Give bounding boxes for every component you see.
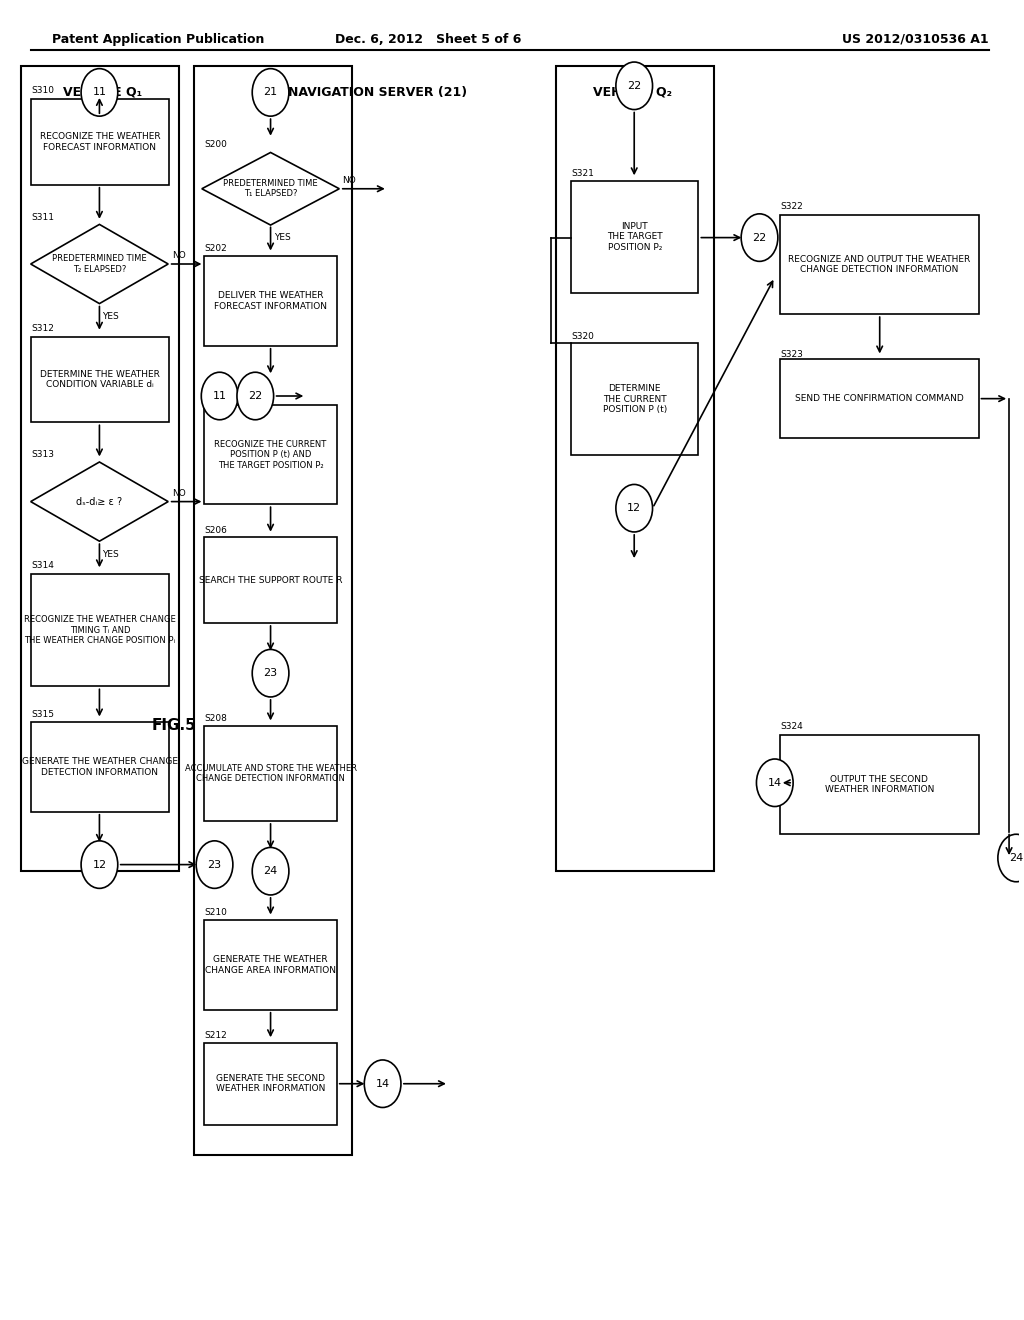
FancyBboxPatch shape (571, 181, 698, 293)
Text: YES: YES (102, 313, 119, 321)
Text: RECOGNIZE THE CURRENT
POSITION P (t) AND
THE TARGET POSITION P₂: RECOGNIZE THE CURRENT POSITION P (t) AND… (214, 440, 327, 470)
Text: 22: 22 (248, 391, 262, 401)
Text: VEHICLE Q₂: VEHICLE Q₂ (593, 86, 672, 99)
FancyBboxPatch shape (780, 215, 979, 314)
Text: S310: S310 (31, 86, 54, 95)
Text: S200: S200 (205, 140, 227, 149)
Text: S208: S208 (205, 714, 227, 723)
Text: ACCUMULATE AND STORE THE WEATHER
CHANGE DETECTION INFORMATION: ACCUMULATE AND STORE THE WEATHER CHANGE … (184, 764, 356, 783)
Circle shape (365, 1060, 401, 1107)
Text: 14: 14 (768, 777, 782, 788)
Circle shape (615, 484, 652, 532)
Text: 24: 24 (263, 866, 278, 876)
Polygon shape (31, 224, 168, 304)
FancyBboxPatch shape (31, 722, 169, 812)
Text: 22: 22 (753, 232, 767, 243)
Text: 22: 22 (627, 81, 641, 91)
Text: Patent Application Publication: Patent Application Publication (51, 33, 264, 46)
Text: US 2012/0310536 A1: US 2012/0310536 A1 (842, 33, 989, 46)
Text: S212: S212 (205, 1031, 227, 1040)
Text: S204: S204 (205, 393, 227, 403)
Polygon shape (202, 153, 339, 224)
Polygon shape (31, 462, 168, 541)
Text: SEND THE CONFIRMATION COMMAND: SEND THE CONFIRMATION COMMAND (795, 395, 964, 403)
Text: 23: 23 (263, 668, 278, 678)
Text: SEARCH THE SUPPORT ROUTE R: SEARCH THE SUPPORT ROUTE R (199, 576, 342, 585)
Text: 23: 23 (208, 859, 221, 870)
Text: YES: YES (102, 550, 119, 558)
Circle shape (237, 372, 273, 420)
FancyBboxPatch shape (205, 537, 337, 623)
Circle shape (252, 649, 289, 697)
Text: DETERMINE
THE CURRENT
POSITION P (t): DETERMINE THE CURRENT POSITION P (t) (602, 384, 667, 414)
Circle shape (81, 69, 118, 116)
FancyBboxPatch shape (31, 574, 169, 686)
Circle shape (81, 841, 118, 888)
FancyBboxPatch shape (205, 256, 337, 346)
Text: FIG.5: FIG.5 (152, 718, 197, 734)
Text: S320: S320 (571, 331, 594, 341)
Text: 14: 14 (376, 1078, 390, 1089)
Text: S311: S311 (31, 213, 54, 222)
Circle shape (252, 69, 289, 116)
Text: S321: S321 (571, 169, 594, 178)
Text: DELIVER THE WEATHER
FORECAST INFORMATION: DELIVER THE WEATHER FORECAST INFORMATION (214, 292, 327, 310)
Circle shape (997, 834, 1024, 882)
Text: RECOGNIZE THE WEATHER CHANGE
TIMING Tᵢ AND
THE WEATHER CHANGE POSITION Pᵢ: RECOGNIZE THE WEATHER CHANGE TIMING Tᵢ A… (25, 615, 176, 645)
Text: DETERMINE THE WEATHER
CONDITION VARIABLE dᵢ: DETERMINE THE WEATHER CONDITION VARIABLE… (40, 370, 160, 389)
Text: S323: S323 (780, 350, 803, 359)
Text: dₛ-dᵢ≥ ε ?: dₛ-dᵢ≥ ε ? (77, 496, 123, 507)
Text: NO: NO (172, 488, 185, 498)
Text: VEHICLE Q₁: VEHICLE Q₁ (62, 86, 142, 99)
FancyBboxPatch shape (31, 337, 169, 422)
Text: GENERATE THE WEATHER CHANGE
DETECTION INFORMATION: GENERATE THE WEATHER CHANGE DETECTION IN… (22, 758, 178, 776)
Text: 12: 12 (92, 859, 106, 870)
Text: 24: 24 (1009, 853, 1023, 863)
Text: OUTPUT THE SECOND
WEATHER INFORMATION: OUTPUT THE SECOND WEATHER INFORMATION (824, 775, 934, 795)
Circle shape (252, 847, 289, 895)
Text: NO: NO (342, 176, 355, 185)
Text: S202: S202 (205, 244, 227, 253)
Text: S313: S313 (31, 450, 54, 459)
Text: GENERATE THE WEATHER
CHANGE AREA INFORMATION: GENERATE THE WEATHER CHANGE AREA INFORMA… (205, 956, 336, 974)
Text: RECOGNIZE THE WEATHER
FORECAST INFORMATION: RECOGNIZE THE WEATHER FORECAST INFORMATI… (40, 132, 160, 152)
FancyBboxPatch shape (780, 359, 979, 438)
FancyBboxPatch shape (780, 735, 979, 834)
Text: GENERATE THE SECOND
WEATHER INFORMATION: GENERATE THE SECOND WEATHER INFORMATION (216, 1074, 326, 1093)
Text: NO: NO (172, 251, 185, 260)
FancyBboxPatch shape (205, 920, 337, 1010)
Text: PREDETERMINED TIME
T₂ ELAPSED?: PREDETERMINED TIME T₂ ELAPSED? (52, 255, 146, 273)
Text: S206: S206 (205, 525, 227, 535)
Circle shape (741, 214, 778, 261)
Circle shape (757, 759, 794, 807)
Text: PREDETERMINED TIME
T₁ ELAPSED?: PREDETERMINED TIME T₁ ELAPSED? (223, 180, 317, 198)
Text: NAVIGATION SERVER (21): NAVIGATION SERVER (21) (288, 86, 467, 99)
Circle shape (202, 372, 238, 420)
Circle shape (197, 841, 232, 888)
Text: YES: YES (273, 234, 291, 242)
Text: S210: S210 (205, 908, 227, 917)
FancyBboxPatch shape (205, 1043, 337, 1125)
FancyBboxPatch shape (31, 99, 169, 185)
Circle shape (615, 62, 652, 110)
Text: S315: S315 (31, 710, 54, 719)
Text: 21: 21 (263, 87, 278, 98)
Text: RECOGNIZE AND OUTPUT THE WEATHER
CHANGE DETECTION INFORMATION: RECOGNIZE AND OUTPUT THE WEATHER CHANGE … (788, 255, 971, 275)
FancyBboxPatch shape (571, 343, 698, 455)
FancyBboxPatch shape (205, 405, 337, 504)
FancyBboxPatch shape (205, 726, 337, 821)
Text: 11: 11 (213, 391, 226, 401)
Text: S314: S314 (31, 561, 54, 570)
Text: S312: S312 (31, 323, 54, 333)
Text: INPUT
THE TARGET
POSITION P₂: INPUT THE TARGET POSITION P₂ (607, 222, 663, 252)
Text: Dec. 6, 2012   Sheet 5 of 6: Dec. 6, 2012 Sheet 5 of 6 (335, 33, 521, 46)
Text: 11: 11 (92, 87, 106, 98)
Text: S324: S324 (780, 722, 803, 731)
Text: S322: S322 (780, 202, 803, 211)
Text: 12: 12 (627, 503, 641, 513)
